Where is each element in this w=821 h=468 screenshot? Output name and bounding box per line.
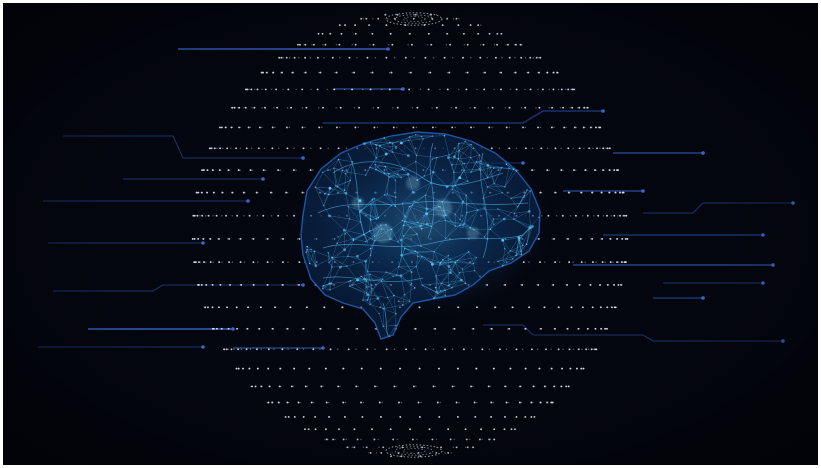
- brain-network-illustration: [3, 3, 818, 465]
- vignette-overlay: [3, 3, 818, 465]
- illustration-frame: [3, 3, 818, 465]
